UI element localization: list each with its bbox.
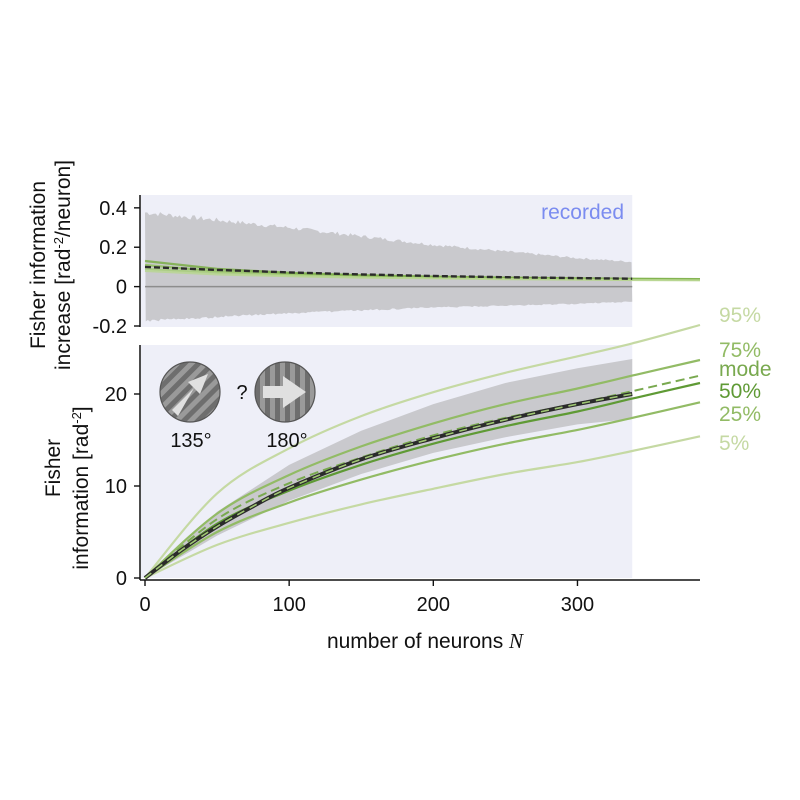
quantile-lines [144, 323, 701, 579]
recorded-line-dash [144, 393, 633, 579]
bottom-ylabel-line1: Fisher [42, 439, 65, 497]
stimulus-135-deg-icon [159, 361, 221, 423]
quantile-label-75pct: 75% [719, 339, 761, 362]
recorded-annotation: recorded [541, 201, 624, 224]
bottom-variability-band [145, 359, 633, 578]
top-ylabel-line1: Fisher information [27, 181, 50, 349]
quantile-label-25pct: 25% [719, 403, 761, 426]
top-y-tick-label: 0 [116, 277, 127, 299]
quantile-label-mode: mode [719, 358, 772, 381]
top-series-group [144, 259, 701, 282]
bottom-y-tick-label: 20 [105, 384, 127, 406]
top-y-tick-label: 0.2 [99, 237, 127, 259]
quantile-line-75pct [144, 358, 701, 579]
top-band-area [145, 212, 633, 322]
x-tick-label: 100 [272, 594, 305, 616]
top-green-series [144, 269, 701, 282]
bottom-ylabel-line2-group: information [rad-2] [69, 406, 93, 569]
bottom-y-tick-label: 10 [105, 476, 127, 498]
bottom-ylabel-line2: information [rad-2] [69, 406, 93, 569]
x-tick-label: 300 [561, 594, 594, 616]
x-tick-label: 0 [139, 594, 150, 616]
top-variability-band [145, 212, 633, 322]
top-y-ticks: 0.4 0.2 0 -0.2 [93, 198, 140, 338]
bottom-band-area [145, 359, 633, 578]
quantile-line-25pct [144, 401, 701, 579]
top-panel: 0.4 0.2 0 -0.2 recorded [93, 195, 701, 338]
quantile-label-50pct: 50% [719, 380, 761, 403]
quantile-line-50pct [144, 381, 701, 579]
top-ylabel: Fisher information [27, 181, 50, 349]
angle-label-180: 180° [266, 430, 307, 452]
top-y-tick-label: 0.4 [99, 198, 127, 220]
angle-label-135: 135° [170, 430, 211, 452]
top-ylabel-line2-group: increase [rad-2/neuron] [51, 160, 75, 370]
stimulus-180-deg-icon [254, 361, 316, 423]
x-tick-label: 200 [417, 594, 450, 616]
top-recorded-series [144, 265, 633, 280]
quantile-line-5pct [144, 435, 701, 579]
question-mark: ? [236, 382, 247, 404]
bottom-y-ticks: 0 10 20 [105, 384, 140, 590]
quantile-label-95pct: 95% [719, 304, 761, 327]
recorded-curve [143, 392, 633, 580]
top-y-tick-label: -0.2 [93, 316, 127, 338]
bottom-y-tick-label: 0 [116, 568, 127, 590]
bottom-x-ticks: 0 100 200 300 [139, 580, 594, 616]
bottom-ylabel-line1-group: Fisher [42, 439, 65, 497]
x-axis-label: number of neurons N [327, 629, 524, 653]
quantile-line-95pct [144, 323, 701, 579]
top-ylabel-line2: increase [rad-2/neuron] [51, 160, 75, 370]
quantile-label-5pct: 5% [719, 432, 749, 455]
